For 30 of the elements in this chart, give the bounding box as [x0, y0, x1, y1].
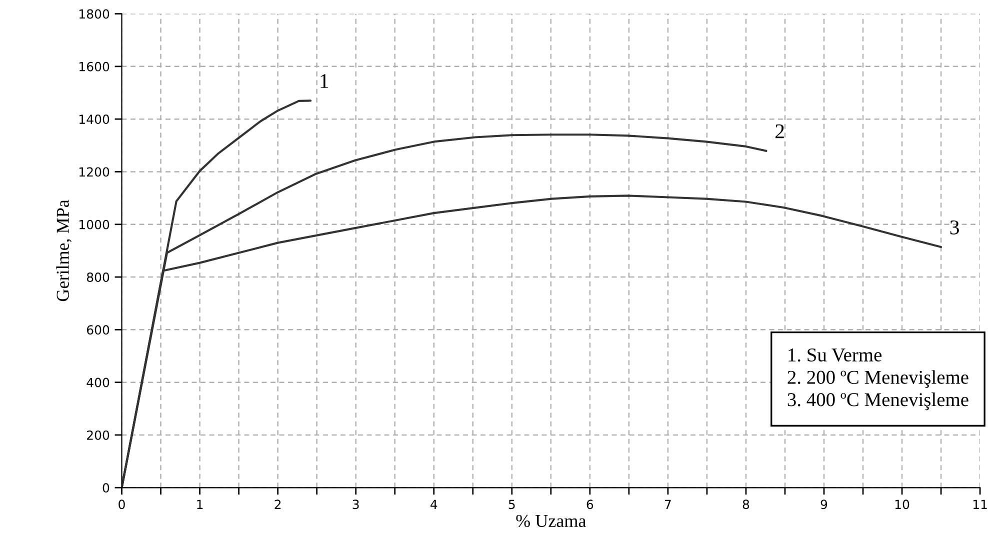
annotation: 1. Su Verme — [788, 348, 882, 362]
x-tick-label: 7 — [664, 500, 671, 509]
x-tick-label: 8 — [742, 500, 750, 510]
x-tick-label: 3 — [352, 500, 359, 510]
x-tick-label: 6 — [586, 500, 594, 510]
x-axis-title: % Uzama — [516, 514, 586, 528]
y-tick-label: 1800 — [80, 9, 110, 19]
y-tick-label: 200 — [87, 430, 110, 440]
series-label: 3 — [950, 220, 959, 234]
x-tick-label: 0 — [118, 500, 125, 510]
y-tick-label: 600 — [86, 325, 110, 335]
series-label: 1 — [320, 74, 328, 88]
y-tick-label: 1400 — [80, 114, 110, 124]
x-tick-label: 4 — [430, 500, 438, 509]
x-tick-label: 2 — [274, 500, 281, 509]
x-tick-label: 1 — [197, 500, 203, 509]
y-tick-label: 1600 — [80, 62, 110, 72]
series-label: 2 — [775, 124, 784, 138]
annotation: 3. 400 ºC Menevişleme — [788, 392, 968, 410]
x-tick-label: 11 — [973, 500, 987, 509]
y-tick-label: 1200 — [80, 167, 110, 177]
y-tick-label: 400 — [86, 378, 110, 388]
x-tick-label: 5 — [508, 500, 515, 510]
y-axis-title: Gerilme, MPa — [56, 200, 72, 302]
x-tick-label: 10 — [895, 500, 910, 510]
annotation: 2. 200 ºC Menevişleme — [788, 370, 968, 388]
y-tick-label: 1000 — [80, 220, 110, 230]
y-tick-label: 800 — [86, 272, 110, 282]
y-tick-label: 0 — [102, 483, 110, 493]
x-tick-label: 9 — [820, 500, 828, 510]
